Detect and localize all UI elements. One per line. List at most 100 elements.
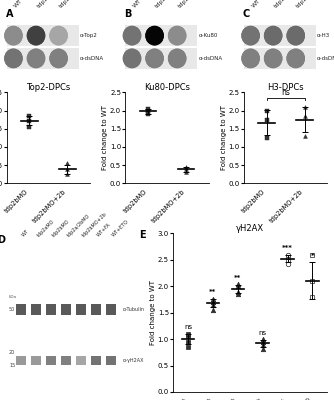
FancyBboxPatch shape [123, 25, 197, 46]
Circle shape [27, 49, 45, 68]
Circle shape [287, 49, 304, 68]
FancyBboxPatch shape [46, 304, 56, 315]
FancyBboxPatch shape [46, 356, 56, 365]
Circle shape [5, 26, 22, 45]
Text: α-Tubulin: α-Tubulin [123, 307, 145, 312]
Circle shape [265, 49, 282, 68]
FancyBboxPatch shape [106, 304, 117, 315]
Text: *: * [311, 253, 314, 259]
Circle shape [27, 49, 45, 68]
FancyBboxPatch shape [31, 356, 41, 365]
Circle shape [287, 26, 304, 45]
Text: ***: *** [282, 245, 293, 251]
Text: WT: WT [250, 0, 261, 9]
FancyBboxPatch shape [61, 356, 71, 365]
Circle shape [5, 49, 22, 68]
Y-axis label: Fold change to WT: Fold change to WT [103, 105, 109, 170]
Text: WT: WT [132, 0, 143, 9]
Text: **: ** [209, 289, 216, 295]
Text: tdp2aMO: tdp2aMO [36, 219, 55, 238]
Circle shape [287, 49, 304, 68]
Circle shape [242, 49, 259, 68]
FancyBboxPatch shape [31, 304, 41, 315]
Title: γH2AX: γH2AX [236, 224, 264, 233]
Text: B: B [124, 9, 132, 19]
FancyBboxPatch shape [241, 48, 316, 69]
Circle shape [169, 49, 186, 68]
FancyBboxPatch shape [106, 356, 117, 365]
Circle shape [146, 49, 163, 68]
Circle shape [124, 49, 141, 68]
Text: 50: 50 [9, 307, 15, 312]
Text: E: E [139, 230, 146, 240]
Text: WT+FA: WT+FA [96, 222, 112, 238]
Text: tdp2bMO: tdp2bMO [273, 0, 297, 9]
Circle shape [146, 26, 163, 45]
FancyBboxPatch shape [61, 304, 71, 315]
Circle shape [50, 49, 67, 68]
Circle shape [265, 26, 282, 45]
Text: WT+ETO: WT+ETO [111, 219, 130, 238]
Text: 20: 20 [9, 350, 15, 355]
Title: H3-DPCs: H3-DPCs [267, 82, 304, 92]
FancyBboxPatch shape [91, 304, 102, 315]
Circle shape [124, 26, 141, 45]
Circle shape [124, 26, 141, 45]
FancyBboxPatch shape [241, 25, 316, 46]
Text: **: ** [234, 275, 241, 281]
Text: tdp2a/2bMO: tdp2a/2bMO [66, 213, 91, 238]
Circle shape [169, 26, 186, 45]
FancyBboxPatch shape [16, 304, 26, 315]
Circle shape [169, 26, 186, 45]
Text: ns: ns [281, 88, 290, 97]
Text: α-dsDNA: α-dsDNA [317, 56, 334, 61]
Circle shape [27, 26, 45, 45]
Text: tdp2bMO: tdp2bMO [155, 0, 179, 9]
Y-axis label: Fold change to WT: Fold change to WT [150, 280, 156, 345]
Circle shape [242, 49, 259, 68]
Circle shape [5, 49, 22, 68]
Circle shape [5, 26, 22, 45]
Text: C: C [243, 9, 250, 19]
Text: α-dsDNA: α-dsDNA [80, 56, 104, 61]
FancyBboxPatch shape [16, 356, 26, 365]
FancyBboxPatch shape [4, 48, 79, 69]
Text: α-H3: α-H3 [317, 33, 330, 38]
Text: 15: 15 [9, 362, 15, 368]
Text: α-Ku80: α-Ku80 [199, 33, 218, 38]
Text: ns: ns [184, 324, 192, 330]
Circle shape [265, 26, 282, 45]
Text: α-dsDNA: α-dsDNA [199, 56, 223, 61]
Text: tdp2bMO+2b: tdp2bMO+2b [177, 0, 210, 9]
Text: A: A [6, 9, 13, 19]
Text: tdp2bMO+2b: tdp2bMO+2b [58, 0, 92, 9]
Text: tdp2bMO+2b: tdp2bMO+2b [296, 0, 329, 9]
Circle shape [124, 49, 141, 68]
Circle shape [146, 49, 163, 68]
Circle shape [287, 26, 304, 45]
Circle shape [50, 26, 67, 45]
Circle shape [242, 26, 259, 45]
Text: α-γH2AX: α-γH2AX [123, 358, 144, 363]
FancyBboxPatch shape [76, 304, 87, 315]
Text: ns: ns [259, 330, 267, 336]
Text: tdp2bMO: tdp2bMO [51, 219, 70, 238]
Circle shape [50, 26, 67, 45]
Text: tdp2bMO: tdp2bMO [36, 0, 60, 9]
Text: α-Top2: α-Top2 [80, 33, 98, 38]
Title: Top2-DPCs: Top2-DPCs [26, 82, 70, 92]
FancyBboxPatch shape [91, 356, 102, 365]
FancyBboxPatch shape [4, 25, 79, 46]
Text: WT: WT [21, 229, 30, 238]
Circle shape [265, 49, 282, 68]
Circle shape [169, 49, 186, 68]
Circle shape [242, 26, 259, 45]
Text: WT: WT [13, 0, 24, 9]
Title: Ku80-DPCs: Ku80-DPCs [144, 82, 190, 92]
FancyBboxPatch shape [123, 48, 197, 69]
Circle shape [50, 49, 67, 68]
Text: D: D [0, 235, 5, 245]
Circle shape [146, 26, 163, 45]
Y-axis label: Fold change to WT: Fold change to WT [221, 105, 227, 170]
FancyBboxPatch shape [76, 356, 87, 365]
